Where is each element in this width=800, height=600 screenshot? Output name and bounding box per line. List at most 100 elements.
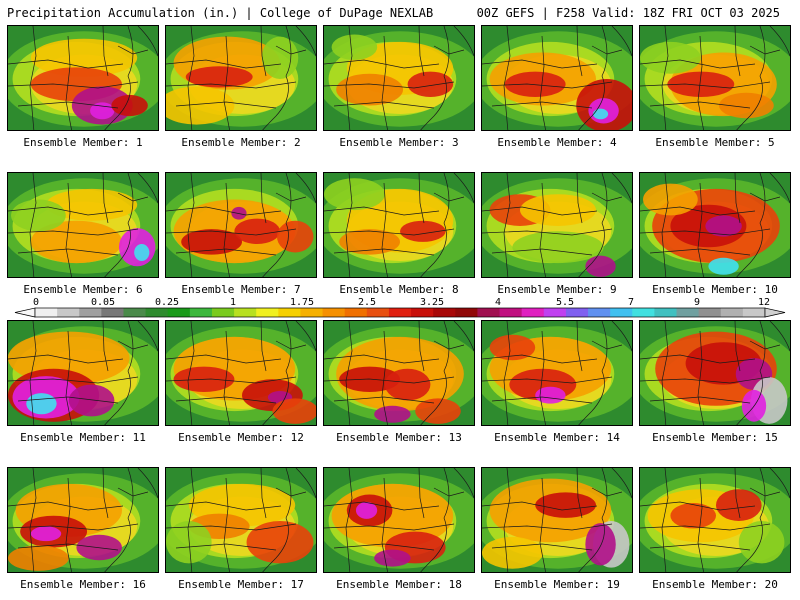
state-boundary: [345, 321, 353, 425]
ensemble-member-label: Ensemble Member: 15: [652, 431, 778, 444]
map-panel-member-1: [7, 25, 159, 131]
state-boundary: [418, 26, 425, 77]
precip-area: [324, 178, 385, 211]
state-boundary: [102, 26, 109, 77]
ensemble-member-label: Ensemble Member: 16: [20, 578, 146, 591]
precip-map: [8, 173, 158, 277]
precip-map: [8, 468, 158, 572]
state-boundary: [223, 330, 230, 425]
ensemble-member-label: Ensemble Member: 2: [181, 136, 301, 149]
colorbar-tick-label: 0.25: [154, 297, 180, 308]
ensemble-member-label: Ensemble Member: 5: [655, 136, 775, 149]
state-boundary: [260, 173, 267, 224]
precip-map: [640, 468, 790, 572]
state-boundary: [491, 396, 593, 404]
precip-area: [331, 34, 378, 60]
state-boundary: [503, 26, 511, 130]
state-boundary: [175, 396, 277, 404]
precip-map: [324, 321, 474, 425]
state-boundary: [333, 248, 435, 256]
state-boundary: [576, 321, 583, 372]
state-boundary: [769, 173, 790, 204]
colorbar-segment: [499, 308, 523, 317]
colorbar-segment: [411, 308, 434, 317]
state-boundary: [661, 173, 669, 277]
state-boundary: [453, 321, 474, 352]
state-boundary: [187, 26, 195, 130]
state-boundary: [491, 543, 593, 551]
state-boundary: [65, 35, 72, 130]
colorbar-segment: [256, 308, 279, 317]
state-boundary: [29, 173, 37, 277]
precip-area: [166, 521, 212, 564]
state-boundary: [8, 501, 124, 511]
state-boundary: [29, 26, 37, 130]
state-boundary: [420, 321, 450, 425]
colorbar-right-arrow: [764, 307, 786, 318]
precip-area: [705, 215, 742, 237]
colorbar-segment: [565, 308, 589, 317]
precip-area: [719, 92, 774, 119]
state-boundary: [420, 468, 450, 572]
ensemble-member-label: Ensemble Member: 13: [336, 431, 462, 444]
ensemble-member-label: Ensemble Member: 8: [339, 283, 459, 296]
precip-map: [166, 26, 316, 130]
precip-area: [374, 405, 411, 423]
state-boundary: [649, 396, 751, 404]
state-boundary: [324, 206, 440, 216]
precip-area: [504, 71, 566, 98]
colorbar-segment: [742, 308, 766, 317]
colorbar-segment: [167, 308, 191, 317]
state-boundary: [324, 501, 440, 511]
state-boundary: [381, 35, 388, 130]
state-boundary: [697, 35, 704, 130]
colorbar-tick-label: 1.75: [289, 297, 315, 308]
map-panel-member-13: [323, 320, 475, 426]
state-boundary: [539, 330, 546, 425]
colorbar-segment: [366, 308, 390, 317]
header-right-title: 00Z GEFS | F258 Valid: 18Z FRI OCT 03 20…: [476, 6, 780, 20]
state-boundary: [453, 173, 474, 204]
state-boundary: [576, 26, 583, 77]
precip-area: [407, 71, 454, 98]
state-boundary: [262, 173, 292, 277]
precip-area: [272, 398, 316, 424]
precip-area: [489, 334, 536, 361]
state-boundary: [65, 477, 72, 572]
state-boundary: [295, 321, 316, 352]
state-boundary: [420, 26, 450, 130]
precip-area: [336, 73, 404, 106]
state-boundary: [381, 182, 388, 277]
state-boundary: [137, 468, 158, 499]
state-boundary: [736, 468, 766, 572]
state-boundary: [503, 173, 511, 277]
precip-area: [535, 492, 596, 518]
state-boundary: [649, 101, 751, 109]
state-boundary: [345, 468, 353, 572]
state-boundary: [578, 26, 608, 130]
ensemble-member-label: Ensemble Member: 11: [20, 431, 146, 444]
precip-area: [512, 231, 604, 264]
precip-area: [276, 220, 314, 253]
colorbar-segment: [101, 308, 124, 317]
ensemble-member-label: Ensemble Member: 20: [652, 578, 778, 591]
precip-map: [482, 173, 632, 277]
state-boundary: [578, 468, 608, 572]
precip-map: [482, 468, 632, 572]
precip-area: [482, 536, 543, 569]
state-boundary: [769, 468, 790, 499]
state-boundary: [295, 26, 316, 57]
colorbar-segment: [654, 308, 678, 317]
state-boundary: [260, 468, 267, 519]
state-boundary: [640, 206, 756, 216]
colorbar-segment: [278, 308, 301, 317]
colorbar-segment: [388, 308, 412, 317]
state-boundary: [17, 396, 119, 404]
state-boundary: [102, 468, 109, 519]
map-panel-member-15: [639, 320, 791, 426]
precip-map: [324, 26, 474, 130]
precip-map: [166, 468, 316, 572]
state-boundary: [104, 173, 134, 277]
state-boundary: [769, 26, 790, 57]
precip-area: [181, 229, 242, 255]
